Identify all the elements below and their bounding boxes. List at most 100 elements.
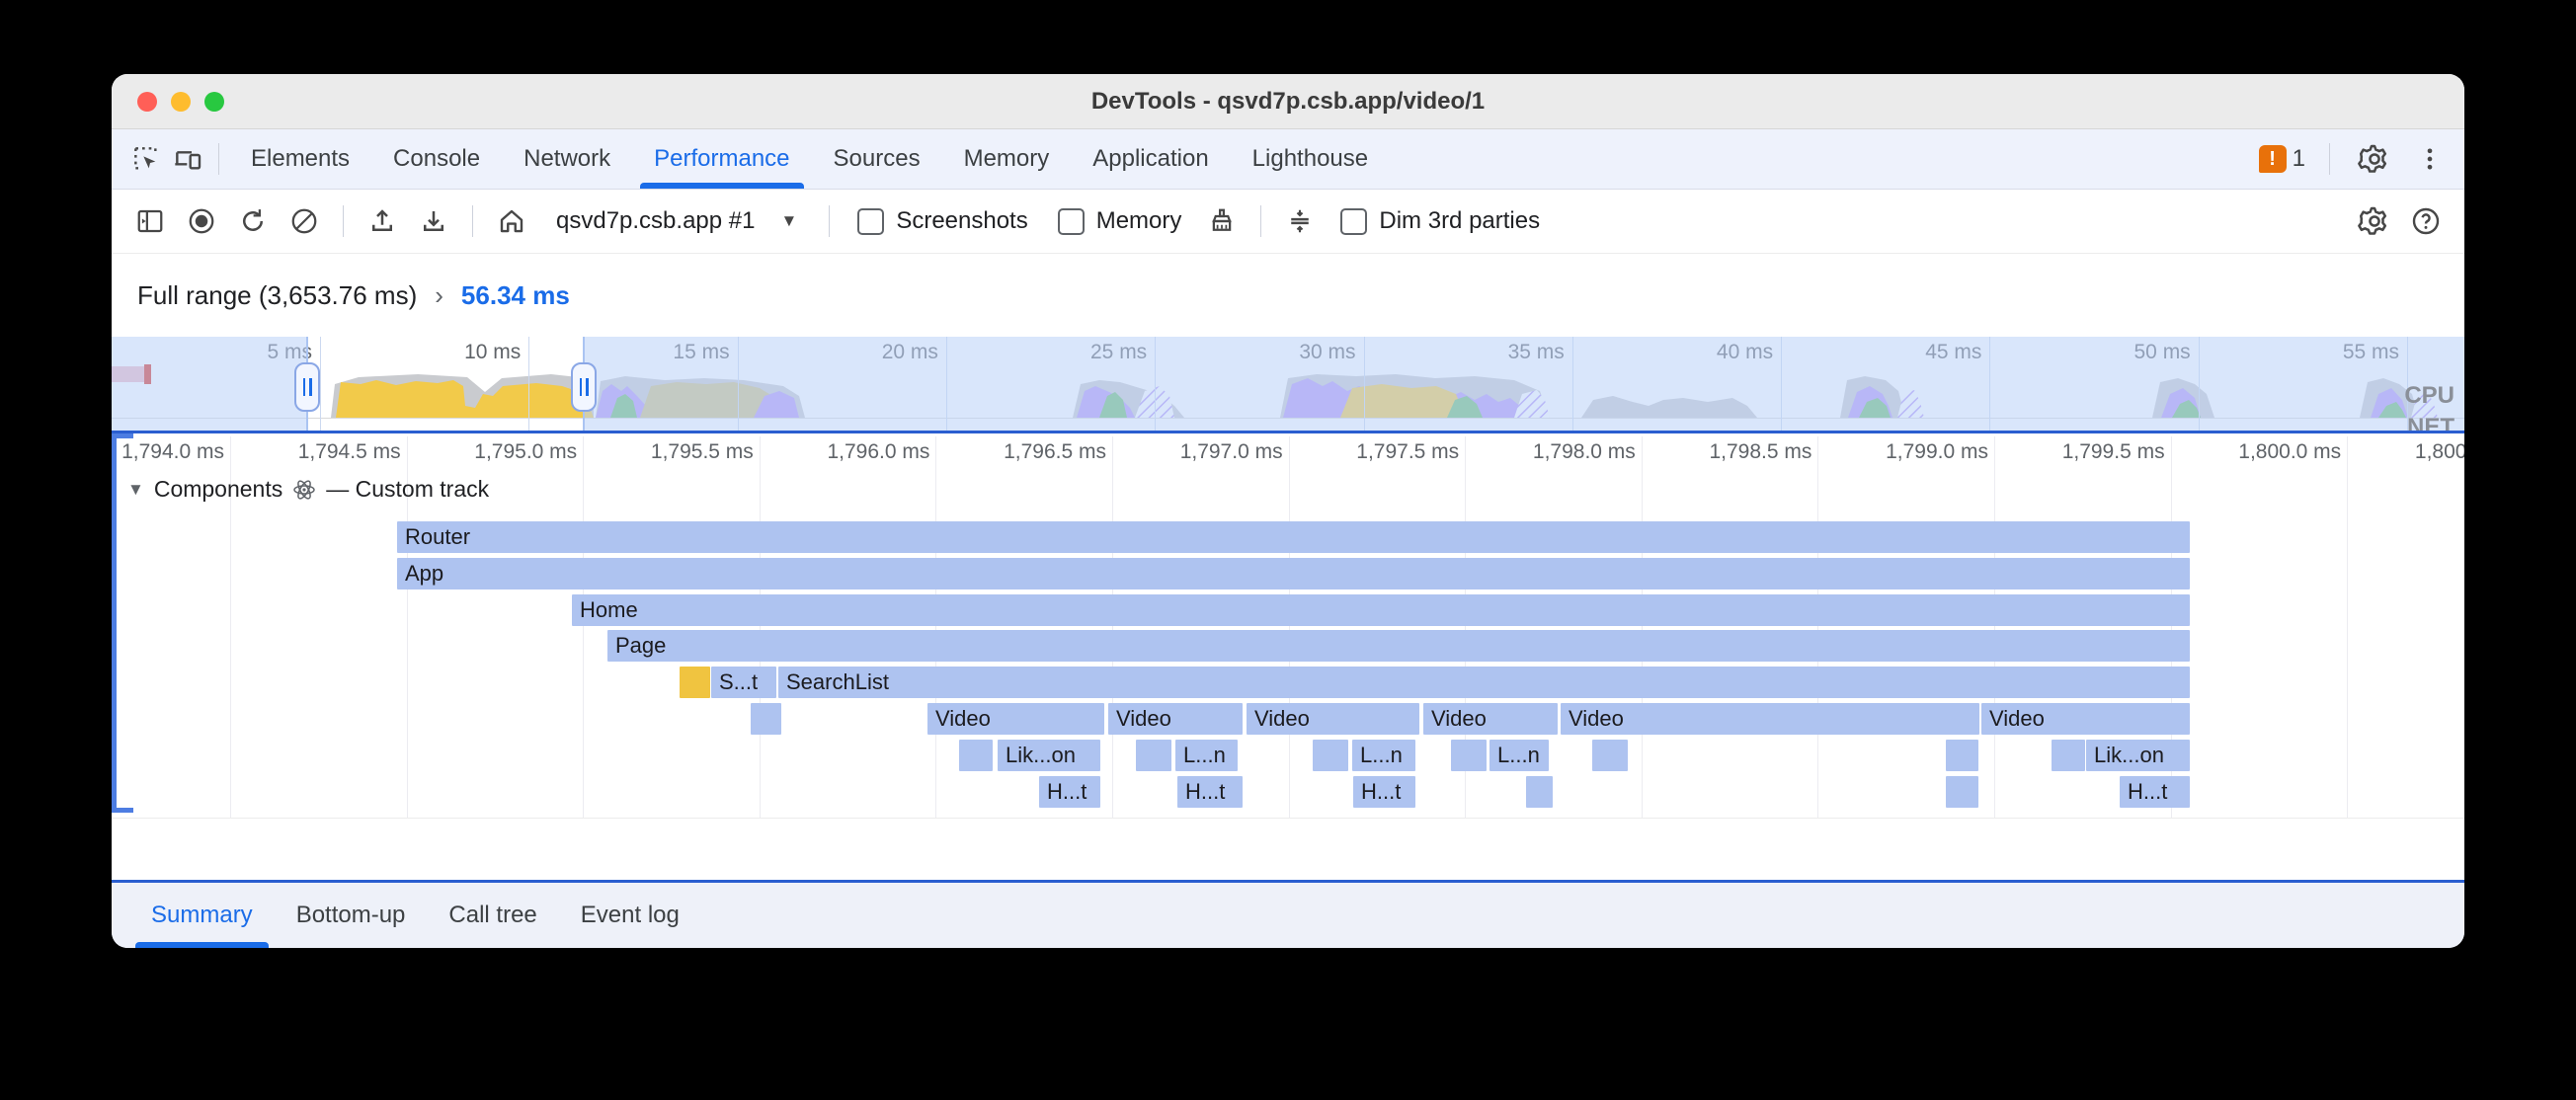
tab-elements[interactable]: Elements: [251, 145, 351, 172]
flame-segment-page[interactable]: Page: [607, 630, 2190, 663]
flame-segment-app[interactable]: App: [397, 557, 2190, 589]
tab-bottom-up[interactable]: Bottom-up: [295, 902, 406, 928]
clear-icon[interactable]: [282, 198, 327, 244]
flame-segment-ht[interactable]: H...t: [1353, 775, 1415, 808]
tab-console[interactable]: Console: [393, 145, 481, 172]
flame-segment-router[interactable]: Router: [397, 521, 2190, 553]
selection-right-handle[interactable]: [571, 362, 597, 412]
ruler-tick-label: 1,794.0 ms: [121, 440, 224, 463]
perf-settings-icon[interactable]: [2352, 198, 2397, 244]
track-title: Components: [153, 476, 283, 502]
settings-icon[interactable]: [2354, 138, 2395, 180]
close-window-button[interactable]: [137, 91, 157, 112]
flame-segment[interactable]: [751, 703, 781, 735]
tab-event-log[interactable]: Event log: [580, 902, 680, 928]
flame-segment-likon[interactable]: Lik...on: [998, 739, 1100, 771]
full-range-crumb[interactable]: Full range (3,653.76 ms): [137, 279, 418, 310]
flame-segment-video[interactable]: Video: [1423, 703, 1558, 735]
ruler-tick-label: 1,800.5 ms: [2414, 440, 2464, 463]
flame-segment-ht[interactable]: H...t: [2120, 775, 2190, 808]
inspect-icon[interactable]: [125, 138, 167, 180]
flame-segment-home[interactable]: Home: [572, 593, 2190, 626]
ruler-tick-label: 1,800.0 ms: [2238, 440, 2342, 463]
ruler-gridline: [1465, 436, 1467, 818]
flame-segment-video[interactable]: Video: [1108, 703, 1243, 735]
flame-segment[interactable]: [1946, 739, 1978, 771]
target-selector[interactable]: qsvd7p.csb.app #1 ▼: [540, 207, 813, 235]
issues-count: 1: [2292, 145, 2305, 172]
screenshots-checkbox[interactable]: Screenshots: [845, 207, 1039, 235]
ruler-tick-label: 1,797.0 ms: [1179, 440, 1283, 463]
tab-memory[interactable]: Memory: [963, 145, 1050, 172]
ruler-gridline: [2347, 436, 2349, 818]
flame-segment-searchlist[interactable]: SearchList: [778, 667, 2190, 699]
tab-performance[interactable]: Performance: [632, 129, 811, 189]
tab-application[interactable]: Application: [1092, 145, 1209, 172]
flame-segment-ht[interactable]: H...t: [1177, 775, 1243, 808]
divider: [829, 205, 831, 237]
download-icon[interactable]: [411, 198, 456, 244]
dropdown-caret-icon: ▼: [780, 211, 798, 230]
ruler-gridline: [1288, 436, 1290, 818]
home-icon[interactable]: [489, 198, 534, 244]
devtools-window: DevTools - qsvd7p.csb.app/video/1 Elemen…: [112, 74, 2464, 948]
tab-lighthouse[interactable]: Lighthouse: [1251, 145, 1369, 172]
reload-icon[interactable]: [230, 198, 276, 244]
device-toolbar-icon[interactable]: [167, 138, 208, 180]
collapse-icon[interactable]: [1277, 198, 1323, 244]
flame-segment[interactable]: [1136, 739, 1171, 771]
flame-segment[interactable]: [1592, 739, 1628, 771]
track-focus-bracket: [112, 433, 133, 813]
panel-left-icon[interactable]: [127, 198, 173, 244]
components-track-header[interactable]: ▼ Components — Custom track: [127, 476, 489, 503]
flame-segment-st[interactable]: S...t: [711, 667, 776, 699]
flame-segment-ln[interactable]: L...n: [1352, 739, 1415, 771]
flame-segment[interactable]: [1451, 739, 1487, 771]
selected-range-crumb[interactable]: 56.34 ms: [460, 279, 570, 310]
help-icon[interactable]: [2403, 198, 2449, 244]
target-selector-value: qsvd7p.csb.app #1: [556, 207, 756, 234]
flame-segment-video[interactable]: Video: [927, 703, 1104, 735]
flame-segment[interactable]: [1313, 739, 1348, 771]
issues-counter[interactable]: ! 1: [2258, 145, 2305, 173]
flame-chart[interactable]: 1,794.0 ms 1,794.5 ms 1,795.0 ms 1,795.5 ms…: [112, 431, 2464, 883]
panel-tabs: Elements Console Network Performance Sources…: [229, 129, 1390, 189]
flame-segment-video[interactable]: Video: [1561, 703, 1979, 735]
breadcrumb-chevron-icon: ›: [435, 279, 443, 310]
tab-sources[interactable]: Sources: [833, 145, 921, 172]
ruler-gridline: [230, 436, 231, 818]
flame-segment-ln[interactable]: L...n: [1489, 739, 1549, 771]
flame-segment[interactable]: [680, 667, 710, 699]
tab-call-tree[interactable]: Call tree: [448, 902, 537, 928]
flame-segment[interactable]: [959, 739, 993, 771]
flame-segment[interactable]: [1526, 775, 1553, 808]
window-controls: [137, 74, 224, 128]
flame-segment[interactable]: [2052, 739, 2085, 771]
checkbox-box: [857, 207, 885, 235]
flame-segment-ln[interactable]: L...n: [1175, 739, 1238, 771]
minimize-window-button[interactable]: [171, 91, 191, 112]
flame-segment-ht[interactable]: H...t: [1039, 775, 1100, 808]
more-menu-icon[interactable]: [2409, 138, 2451, 180]
tab-summary[interactable]: Summary: [129, 883, 275, 948]
disclosure-icon[interactable]: ▼: [127, 479, 144, 499]
zoom-window-button[interactable]: [204, 91, 224, 112]
flame-segment-video[interactable]: Video: [1981, 703, 2190, 735]
record-icon[interactable]: [179, 198, 224, 244]
issues-icon: !: [2258, 145, 2287, 173]
net-track-label: NET: [2407, 414, 2455, 431]
upload-icon[interactable]: [360, 198, 405, 244]
dim-3rd-parties-checkbox[interactable]: Dim 3rd parties: [1328, 207, 1552, 235]
flame-segment-likon[interactable]: Lik...on: [2086, 739, 2190, 771]
flame-segment-video[interactable]: Video: [1247, 703, 1419, 735]
tab-network[interactable]: Network: [523, 145, 611, 172]
ruler-tick-label: 1,795.0 ms: [474, 440, 578, 463]
selection-left-handle[interactable]: [294, 362, 320, 412]
cpu-track-label: CPU: [2404, 382, 2455, 409]
gc-icon[interactable]: [1199, 198, 1245, 244]
overview-gridline: [528, 337, 530, 431]
flame-segment[interactable]: [1946, 775, 1978, 808]
memory-checkbox[interactable]: Memory: [1046, 207, 1194, 235]
ruler-gridline: [1817, 436, 1819, 818]
